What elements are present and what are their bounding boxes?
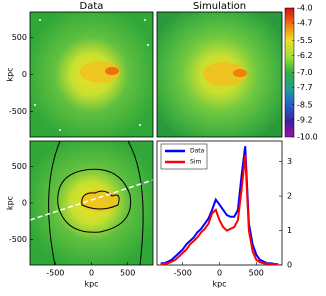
y-tick-label: 500 — [12, 33, 27, 42]
data-map — [30, 12, 153, 137]
y-axis-label: kpc — [6, 67, 15, 81]
x-tick-label: 0 — [89, 269, 94, 278]
legend-label: Sim — [190, 159, 201, 166]
y2-tick-label: 1 — [287, 226, 292, 235]
y-tick-label: 0 — [22, 70, 27, 79]
colorbar-tick-label: -6.2 — [297, 51, 313, 60]
colorbar-tick-label: -4.7 — [297, 19, 313, 28]
x-tick-label: 0 — [217, 269, 222, 278]
y-axis-label: kpc — [6, 196, 15, 210]
colorbar-tick-label: -7.0 — [297, 68, 313, 77]
x-axis-label: kpc — [84, 280, 98, 289]
sim-map — [157, 12, 282, 137]
frame — [156, 11, 283, 138]
colorbar-tick-label: -7.7 — [297, 83, 313, 92]
y2-tick-label: 2 — [287, 192, 292, 201]
series-line — [160, 146, 279, 266]
y-tick-label: 0 — [22, 199, 27, 208]
x-axis-label: kpc — [212, 280, 226, 289]
x-tick-label: 500 — [249, 269, 264, 278]
series-line — [160, 154, 279, 266]
panel-title: Data — [80, 1, 104, 12]
y-tick-label: -500 — [9, 107, 27, 116]
panel-title: Simulation — [193, 1, 246, 12]
colorbar-tick-label: -5.5 — [297, 36, 313, 45]
colorbar-tick-label: -10.0 — [297, 133, 318, 142]
y-tick-label: -500 — [9, 235, 27, 244]
x-tick-label: -500 — [46, 269, 64, 278]
y-tick-label: 500 — [12, 162, 27, 171]
legend-box — [160, 143, 208, 170]
colorbar-tick-label: -9.2 — [297, 115, 313, 124]
contour-map — [30, 141, 153, 265]
x-tick-label: 500 — [120, 269, 135, 278]
y2-tick-label: 3 — [287, 157, 292, 166]
legend-label: Data — [190, 148, 205, 155]
y2-tick-label: 0 — [287, 261, 292, 270]
colorbar-tick-label: -4.0 — [297, 4, 313, 13]
colorbar-tick-label: -8.5 — [297, 100, 313, 109]
x-tick-label: -500 — [174, 269, 192, 278]
